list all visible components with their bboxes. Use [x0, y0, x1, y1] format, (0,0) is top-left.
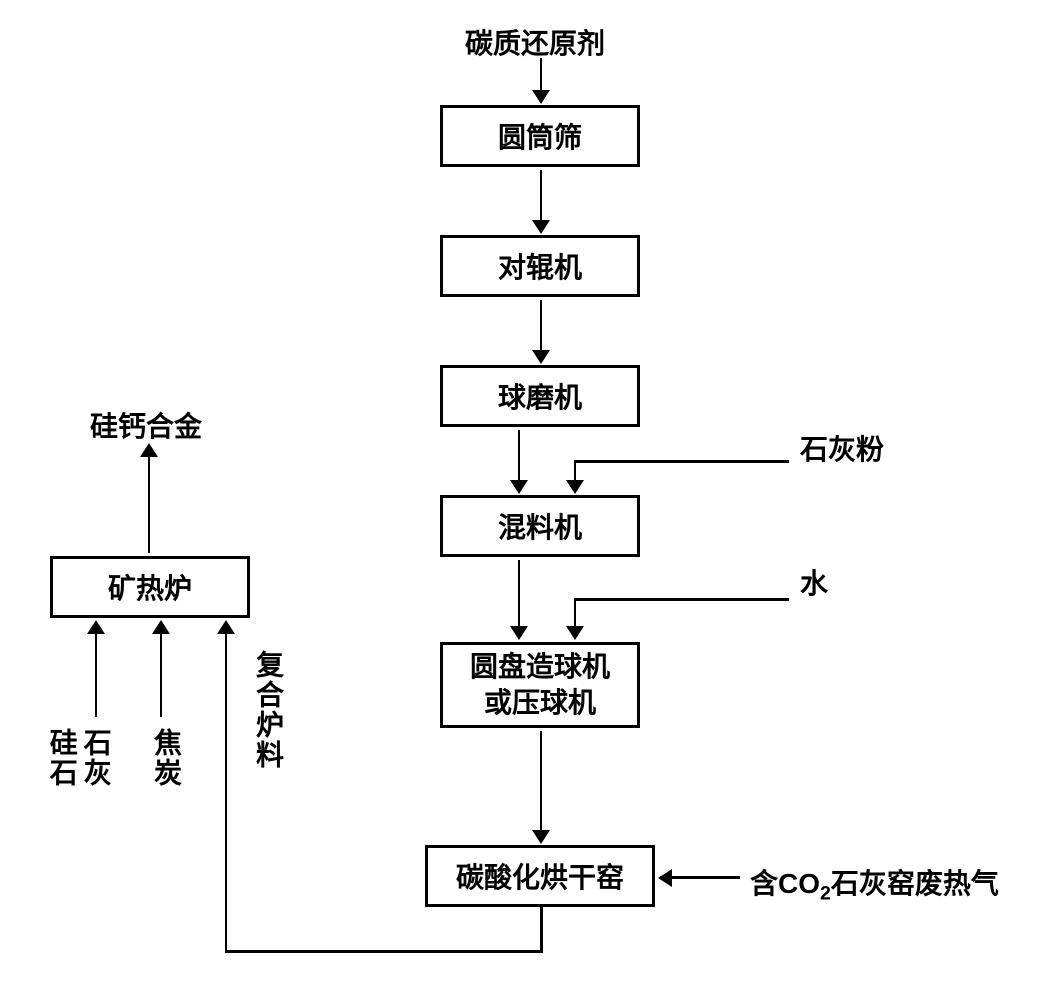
input1-l1: 硅石 [47, 728, 78, 788]
sieve-text: 圆筒筛 [498, 116, 582, 156]
top-input-label: 碳质还原剂 [465, 22, 605, 62]
arrow-to-mixer-main [518, 430, 520, 492]
input1b-label: 石灰 [80, 728, 111, 788]
water-hline [574, 598, 789, 601]
arrow-composite-up [225, 622, 227, 952]
arrow-input2 [160, 622, 162, 717]
waste-gas-prefix: 含CO [750, 868, 820, 899]
arrow-lime-down [574, 460, 576, 492]
arrow-to-roller [540, 170, 542, 232]
mixer-text: 混料机 [498, 506, 582, 546]
ballmill-box: 球磨机 [440, 365, 640, 427]
furnace-text: 矿热炉 [108, 567, 192, 607]
kiln-text: 碳酸化烘干窑 [456, 856, 624, 896]
pelletizer-text-2: 或压球机 [484, 685, 596, 721]
input1-l2: 石灰 [81, 728, 112, 788]
input1-label: 硅石 [46, 728, 77, 788]
ballmill-text: 球磨机 [498, 376, 582, 416]
waste-gas-sub: 2 [820, 883, 831, 905]
mixer-box: 混料机 [440, 495, 640, 557]
arrow-to-kiln [540, 731, 542, 842]
roller-text: 对辊机 [498, 246, 582, 286]
arrow-water-down [574, 598, 576, 638]
lime-hline [574, 460, 789, 463]
kiln-box: 碳酸化烘干窑 [425, 845, 655, 907]
waste-gas-label: 含CO2石灰窑废热气 [750, 862, 999, 906]
arrow-to-pellet-main [518, 560, 520, 638]
arrow-to-ballmill [540, 300, 542, 362]
furnace-box: 矿热炉 [50, 556, 250, 618]
arrow-to-sieve [540, 58, 542, 102]
pelletizer-box: 圆盘造球机 或压球机 [440, 642, 640, 728]
pelletizer-text-1: 圆盘造球机 [470, 649, 610, 685]
output-label: 硅钙合金 [90, 405, 202, 445]
input2-label: 焦炭 [146, 728, 186, 788]
kiln-out-down [540, 907, 543, 952]
composite-label: 复合炉料 [248, 650, 288, 770]
sieve-box: 圆筒筛 [440, 105, 640, 167]
arrow-input1 [95, 622, 97, 717]
waste-gas-suffix: 石灰窑废热气 [831, 868, 999, 899]
roller-box: 对辊机 [440, 235, 640, 297]
lime-label: 石灰粉 [800, 428, 884, 468]
kiln-out-hline [225, 950, 543, 953]
arrow-output [148, 445, 150, 553]
water-label: 水 [800, 562, 828, 602]
arrow-waste-gas [660, 876, 740, 879]
